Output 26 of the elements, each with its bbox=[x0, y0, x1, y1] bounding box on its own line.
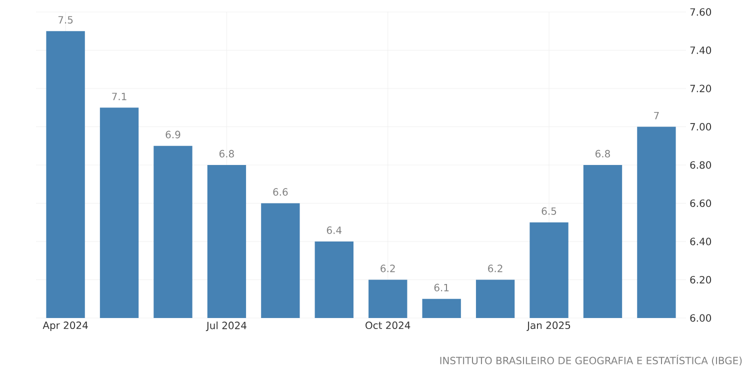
y-tick-label: 6.40 bbox=[690, 238, 712, 246]
y-tick-label: 7.20 bbox=[690, 84, 712, 92]
data-label: 7.1 bbox=[112, 92, 126, 100]
data-label: 6.2 bbox=[488, 264, 502, 272]
y-tick-label: 6.60 bbox=[690, 199, 712, 208]
data-label: 6.4 bbox=[326, 226, 342, 234]
text: INSTITUTO BRASILEIRO DE GEOGRAFIA E ESTATÍSTICA (IBGE) bbox=[440, 354, 742, 366]
y-tick-label: 6.00 bbox=[690, 314, 712, 322]
data-label: 6.8 bbox=[596, 150, 610, 158]
data-label: 6.1 bbox=[434, 284, 449, 292]
data-label: 6.9 bbox=[166, 130, 180, 138]
x-tick-label: Oct 2024 bbox=[366, 322, 410, 330]
x-tick-label: Jul 2024 bbox=[206, 322, 246, 332]
y-tick-label: 6.80 bbox=[690, 161, 712, 169]
y-tick-label: 7.60 bbox=[690, 8, 712, 16]
data-label: 6.8 bbox=[219, 150, 234, 158]
x-tick-label: Apr 2024 bbox=[42, 322, 88, 331]
x-tick-label: Jan 2025 bbox=[526, 322, 570, 331]
data-label: 6.6 bbox=[273, 188, 288, 196]
data-label: 6.5 bbox=[542, 207, 556, 215]
y-tick-label: 7.40 bbox=[690, 46, 712, 54]
data-label: 7 bbox=[654, 112, 659, 120]
y-tick-label: 7.00 bbox=[690, 122, 712, 131]
data-label: 6.2 bbox=[380, 264, 395, 272]
data-label: 7.5 bbox=[58, 16, 73, 24]
y-tick-label: 6.20 bbox=[690, 276, 712, 284]
